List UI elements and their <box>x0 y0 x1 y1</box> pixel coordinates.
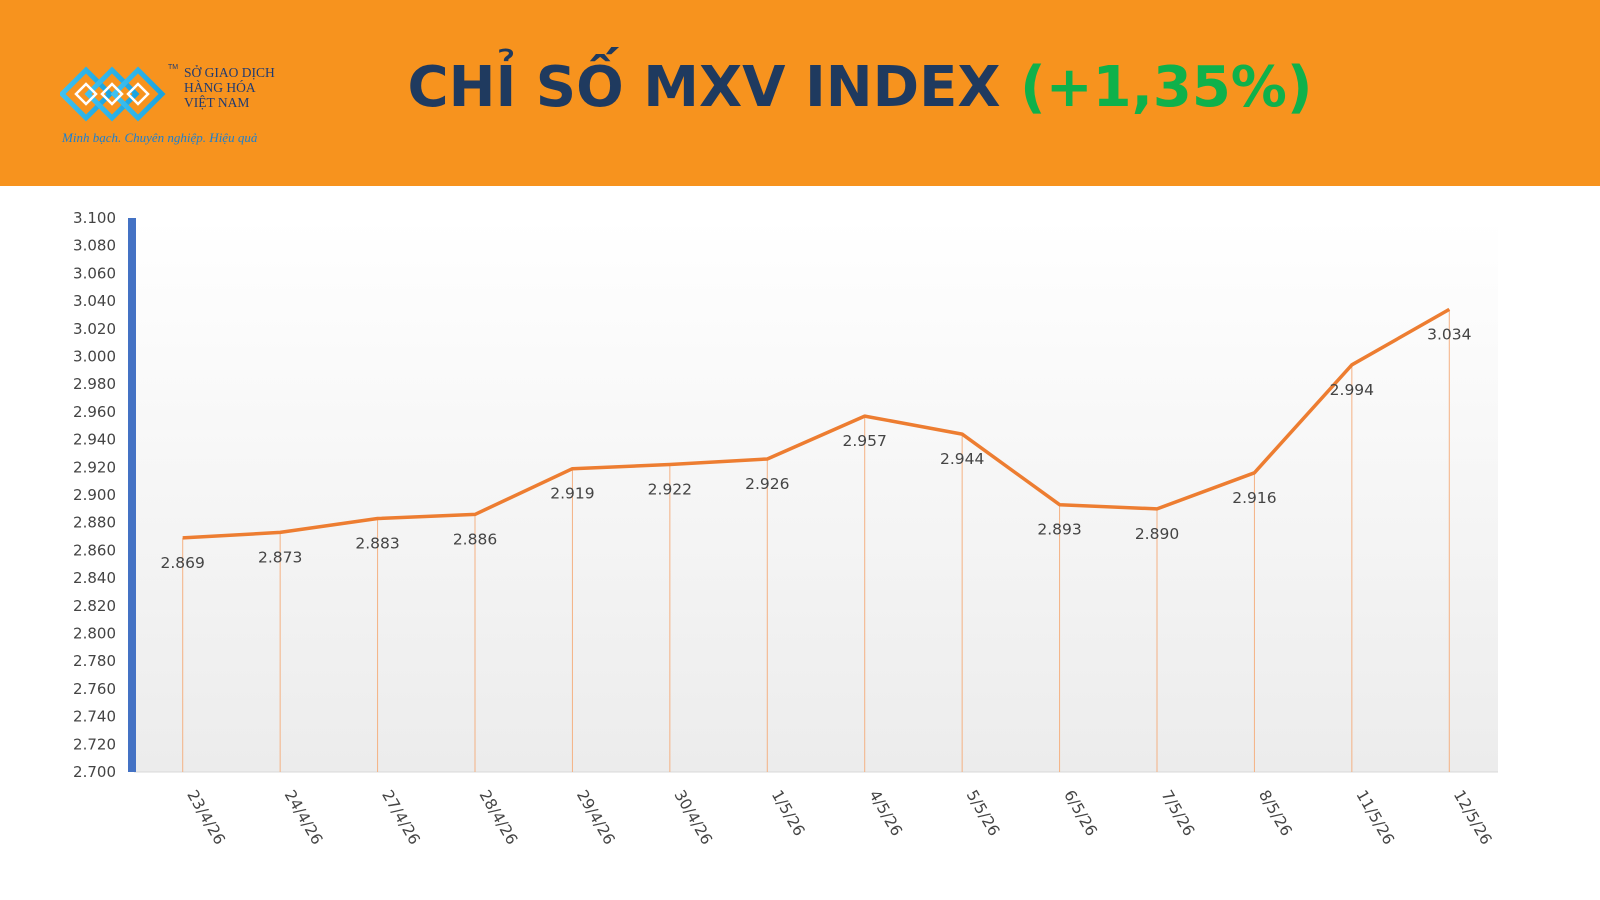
x-tick-label: 7/5/26 <box>1158 787 1199 839</box>
data-label: 2.922 <box>648 481 692 499</box>
y-tick-label: 2.920 <box>73 458 116 476</box>
x-tick-label: 27/4/26 <box>378 787 423 848</box>
y-tick-label: 3.100 <box>73 209 116 227</box>
y-tick-label: 2.880 <box>73 514 116 532</box>
x-tick-label: 1/5/26 <box>768 787 809 839</box>
x-tick-label: 6/5/26 <box>1060 787 1101 839</box>
data-label: 2.994 <box>1330 381 1374 399</box>
data-label: 2.893 <box>1037 521 1081 539</box>
y-tick-label: 2.820 <box>73 597 116 615</box>
title-main: CHỈ SỐ MXV INDEX <box>408 55 1001 120</box>
x-tick-label: 8/5/26 <box>1255 787 1296 839</box>
logo-trademark: TM <box>168 64 178 71</box>
logo-line-1: SỞ GIAO DỊCH <box>184 65 275 80</box>
y-tick-label: 3.060 <box>73 264 116 282</box>
y-tick-label: 2.700 <box>73 763 116 781</box>
logo-line-3: VIỆT NAM <box>184 95 249 110</box>
y-tick-label: 2.900 <box>73 486 116 504</box>
data-label: 2.883 <box>355 535 399 553</box>
data-label: 3.034 <box>1427 325 1471 343</box>
y-tick-label: 2.860 <box>73 541 116 559</box>
x-tick-label: 11/5/26 <box>1352 787 1397 848</box>
mxv-index-chart: 2.700 2.720 2.740 2.760 2.780 2.800 2.820 2.840… <box>0 186 1600 900</box>
data-label: 2.944 <box>940 450 984 468</box>
mxv-logo: TM SỞ GIAO DỊCH HÀNG HÓA VIỆT NAM Minh b… <box>60 58 310 148</box>
data-label: 2.916 <box>1232 489 1276 507</box>
logo-slogan: Minh bạch. Chuyên nghiệp. Hiệu quả <box>62 130 257 146</box>
y-tick-label: 3.020 <box>73 320 116 338</box>
x-tick-label: 23/4/26 <box>183 787 228 848</box>
x-tick-label: 28/4/26 <box>476 787 521 848</box>
y-tick-label: 2.960 <box>73 403 116 421</box>
x-tick-label: 5/5/26 <box>963 787 1004 839</box>
y-tick-label: 2.740 <box>73 708 116 726</box>
plot-area <box>134 218 1498 772</box>
data-label: 2.869 <box>161 554 205 572</box>
y-tick-label: 2.780 <box>73 652 116 670</box>
y-axis-bar <box>128 218 136 772</box>
y-tick-label: 3.000 <box>73 348 116 366</box>
y-tick-label: 3.080 <box>73 237 116 255</box>
logo-mark-icon <box>60 64 178 124</box>
y-tick-label: 2.840 <box>73 569 116 587</box>
x-tick-label: 12/5/26 <box>1450 787 1495 848</box>
x-tick-label: 4/5/26 <box>865 787 906 839</box>
y-tick-label: 2.760 <box>73 680 116 698</box>
title-change: (+1,35%) <box>1020 55 1312 120</box>
data-label: 2.886 <box>453 530 497 548</box>
y-tick-label: 2.940 <box>73 431 116 449</box>
x-tick-label: 24/4/26 <box>281 787 326 848</box>
y-tick-label: 2.800 <box>73 625 116 643</box>
data-label: 2.919 <box>550 485 594 503</box>
data-label: 2.926 <box>745 475 789 493</box>
x-tick-label: 30/4/26 <box>670 787 715 848</box>
header-banner: TM SỞ GIAO DỊCH HÀNG HÓA VIỆT NAM Minh b… <box>0 0 1600 186</box>
y-tick-label: 2.980 <box>73 375 116 393</box>
y-tick-label: 3.040 <box>73 292 116 310</box>
x-tick-label: 29/4/26 <box>573 787 618 848</box>
data-label: 2.957 <box>843 432 887 450</box>
logo-line-2: HÀNG HÓA <box>184 80 256 95</box>
page-title: CHỈ SỐ MXV INDEX (+1,35%) <box>360 48 1360 128</box>
data-label: 2.890 <box>1135 525 1179 543</box>
x-axis-ticks: 23/4/26 24/4/26 27/4/26 28/4/26 29/4/26 30/4/… <box>183 787 1495 848</box>
data-label: 2.873 <box>258 548 302 566</box>
y-tick-label: 2.720 <box>73 735 116 753</box>
y-axis-ticks: 2.700 2.720 2.740 2.760 2.780 2.800 2.820 2.840… <box>73 209 116 781</box>
